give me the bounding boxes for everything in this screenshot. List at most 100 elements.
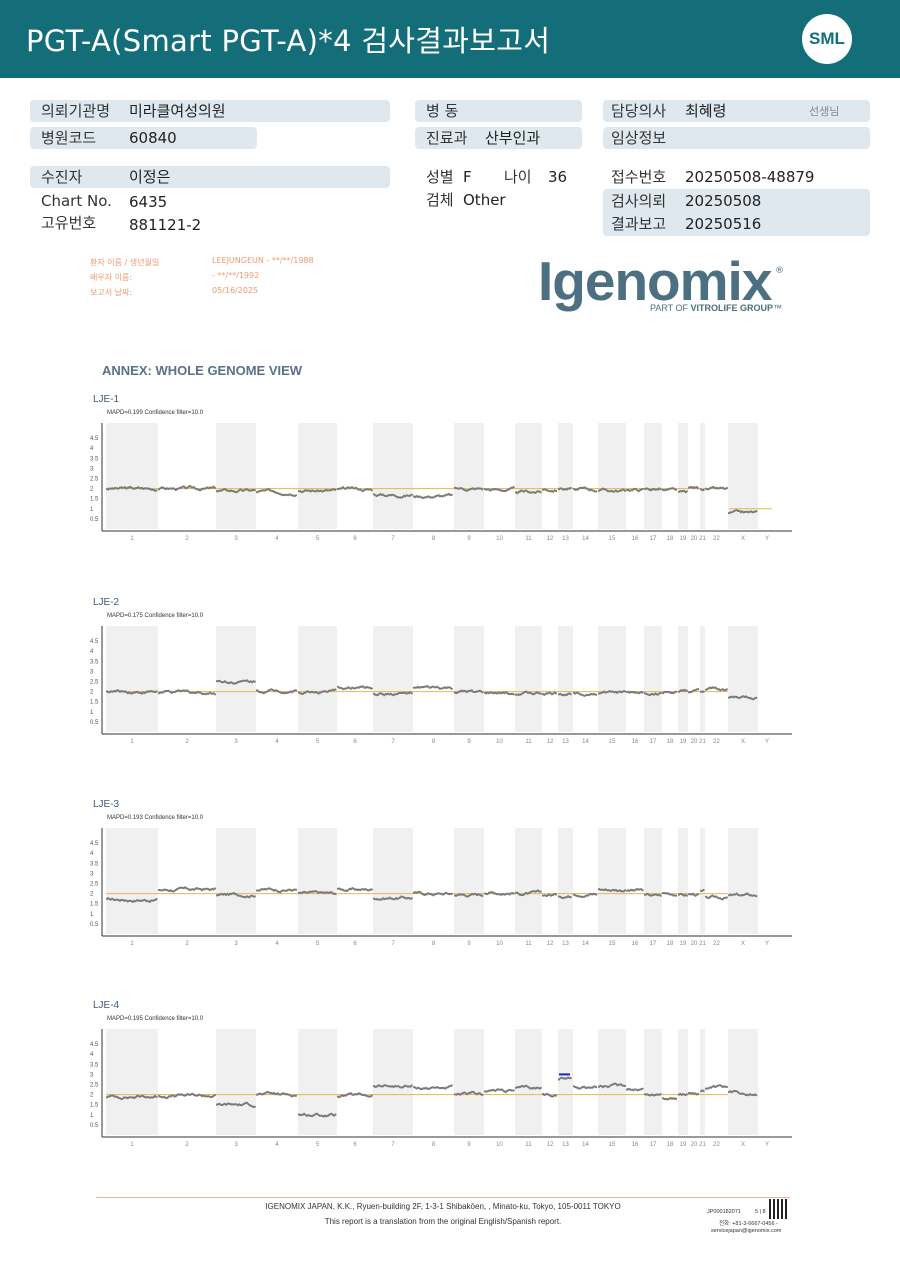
copy-number-point — [659, 488, 662, 491]
receipt-label: 접수번호 — [611, 168, 667, 186]
x-tick-label: 10 — [496, 941, 503, 947]
copy-number-point — [539, 692, 542, 695]
chromosome-band — [558, 626, 573, 732]
chromosome-band — [728, 626, 758, 732]
x-tick-label: 10 — [496, 536, 503, 542]
chromosome-band — [373, 423, 413, 529]
x-tick-label: 6 — [353, 536, 357, 542]
y-tick-label: 3 — [90, 466, 94, 472]
copy-number-point — [641, 691, 644, 694]
copy-number-point — [481, 691, 484, 694]
copy-number-point — [481, 488, 484, 491]
qr-code-icon — [769, 1199, 789, 1219]
chromosome-band — [700, 1029, 705, 1135]
x-tick-label: 15 — [609, 536, 616, 542]
y-tick-label: 4 — [90, 649, 94, 655]
y-tick-label: 3.5 — [90, 659, 99, 665]
copy-number-point — [725, 486, 728, 490]
x-tick-label: 11 — [525, 739, 532, 745]
chromosome-band — [373, 1029, 413, 1135]
x-tick-label: 20 — [691, 1142, 698, 1148]
x-tick-label: 3 — [234, 739, 238, 745]
copy-number-point — [450, 493, 453, 496]
copy-number-point — [623, 690, 627, 693]
doctor-box — [603, 100, 870, 122]
copy-number-point — [755, 895, 758, 898]
x-tick-label: 18 — [667, 536, 674, 542]
x-tick-label: 16 — [632, 941, 639, 947]
copy-number-point — [334, 1113, 337, 1116]
copy-number-point — [697, 688, 700, 691]
copy-number-point — [685, 894, 688, 897]
copy-number-point — [370, 1094, 373, 1097]
x-tick-label: 21 — [699, 536, 706, 542]
institution-label: 의뢰기관명 — [41, 102, 111, 120]
chromosome-band — [644, 828, 662, 934]
y-tick-label: 2.5 — [90, 477, 99, 483]
chromosome-band — [454, 423, 484, 529]
copy-number-point — [539, 1086, 542, 1090]
copy-number-point — [659, 1093, 662, 1096]
copy-number-point — [674, 690, 678, 693]
plot-1-title: LJE-1 — [93, 394, 120, 405]
x-tick-label: 12 — [547, 739, 554, 745]
copy-number-point — [725, 896, 728, 899]
copy-number-point — [659, 894, 662, 897]
copy-number-point — [512, 892, 515, 895]
copy-number-point — [685, 689, 688, 692]
x-tick-label: 17 — [650, 536, 657, 542]
chromosome-band — [216, 423, 256, 529]
copy-number-point — [569, 486, 572, 489]
x-tick-label: 17 — [650, 1142, 657, 1148]
x-tick-label: 8 — [432, 739, 436, 745]
x-tick-label: 10 — [496, 1142, 503, 1148]
chromosome-band — [678, 626, 688, 732]
copy-number-point — [539, 491, 542, 494]
chromosome-band — [700, 626, 705, 732]
ward-label: 병 동 — [426, 102, 459, 120]
copy-number-point — [539, 890, 542, 893]
x-tick-label: 4 — [275, 941, 279, 947]
plot-1-subtitle: MAPD=0.199 Confidence filter=10.0 — [107, 410, 204, 416]
id-label: 고유번호 — [41, 214, 97, 232]
x-tick-label: 21 — [699, 1142, 706, 1148]
chromosome-band — [515, 828, 542, 934]
y-tick-label: 0.5 — [90, 720, 99, 726]
copy-number-point — [725, 1085, 728, 1089]
x-tick-label: 7 — [391, 1142, 395, 1148]
x-tick-label: 6 — [353, 739, 357, 745]
x-tick-label: 21 — [699, 941, 706, 947]
request-value: 20250508 — [685, 192, 762, 210]
chromosome-band — [298, 423, 337, 529]
copy-number-point — [155, 690, 158, 693]
x-tick-label: 12 — [547, 1142, 554, 1148]
dates-box — [603, 189, 870, 236]
x-tick-label: 2 — [185, 739, 189, 745]
specimen-value: Other — [463, 191, 506, 209]
hospital-code-label: 병원코드 — [41, 129, 97, 147]
y-tick-label: 2 — [90, 487, 94, 493]
x-tick-label: 4 — [275, 1142, 279, 1148]
doctor-value: 최혜령 — [685, 102, 727, 120]
stamp-partner-value: - **/**/1992 — [212, 271, 260, 280]
y-tick-label: 0.5 — [90, 1123, 99, 1129]
x-tick-label: 1 — [130, 739, 134, 745]
chromosome-band — [678, 1029, 688, 1135]
copy-number-point — [755, 1094, 758, 1097]
x-tick-label: 18 — [667, 941, 674, 947]
institution-box — [30, 100, 390, 122]
x-tick-label: 1 — [130, 536, 134, 542]
request-label: 검사의뢰 — [611, 192, 667, 210]
copy-number-point — [623, 1084, 627, 1088]
copy-number-point — [410, 897, 413, 900]
chromosome-band — [644, 1029, 662, 1135]
copy-number-point — [481, 1093, 484, 1096]
copy-number-point — [450, 687, 453, 690]
plot-1-chart: 0.511.522.533.544.51 2 3 4 5 6 7 8 9 10 11 12 13 14 15… — [90, 423, 792, 542]
plot-2-subtitle: MAPD=0.175 Confidence filter=10.0 — [107, 613, 204, 619]
chromosome-band — [515, 1029, 542, 1135]
sex-label: 성별 — [426, 168, 454, 186]
plot-4-chart: 0.511.522.533.544.51 2 3 4 5 6 7 8 9 10 11 12 13 14 15… — [90, 1029, 792, 1148]
stamp-date-value: 05/16/2025 — [212, 286, 259, 295]
chromosome-band — [558, 828, 573, 934]
